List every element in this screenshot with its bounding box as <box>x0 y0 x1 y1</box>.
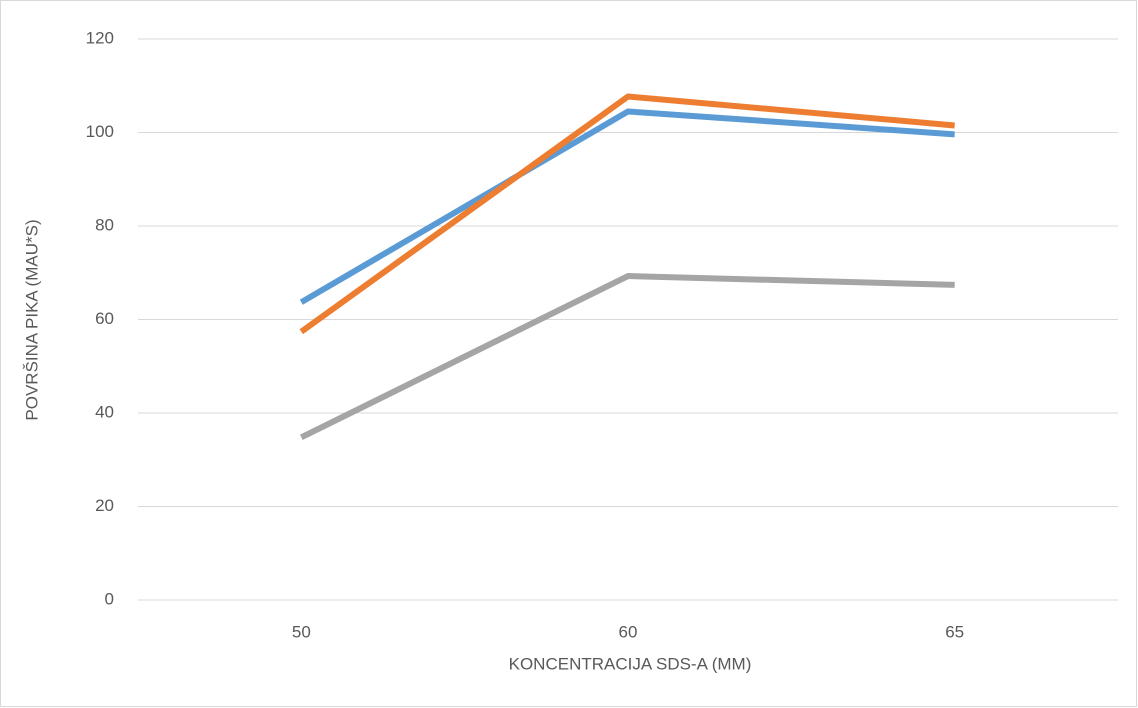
x-tick-label: 50 <box>292 622 311 641</box>
y-tick-label: 20 <box>95 496 114 515</box>
y-tick-label: 40 <box>95 402 114 421</box>
y-tick-label: 0 <box>105 589 114 608</box>
x-tick-label: 60 <box>619 622 638 641</box>
x-tick-label: 65 <box>945 622 964 641</box>
y-tick-label: 100 <box>86 122 114 141</box>
y-tick-label: 60 <box>95 309 114 328</box>
data-line <box>299 108 955 305</box>
y-tick-label: 80 <box>95 215 114 234</box>
x-axis-label: KONCENTRACIJA SDS-A (MM) <box>509 654 752 673</box>
y-tick-label: 120 <box>86 28 114 47</box>
y-axis-label: POVRŠINA PIKA (MAU*S) <box>22 219 41 420</box>
data-line <box>299 93 955 335</box>
data-line <box>300 273 955 440</box>
